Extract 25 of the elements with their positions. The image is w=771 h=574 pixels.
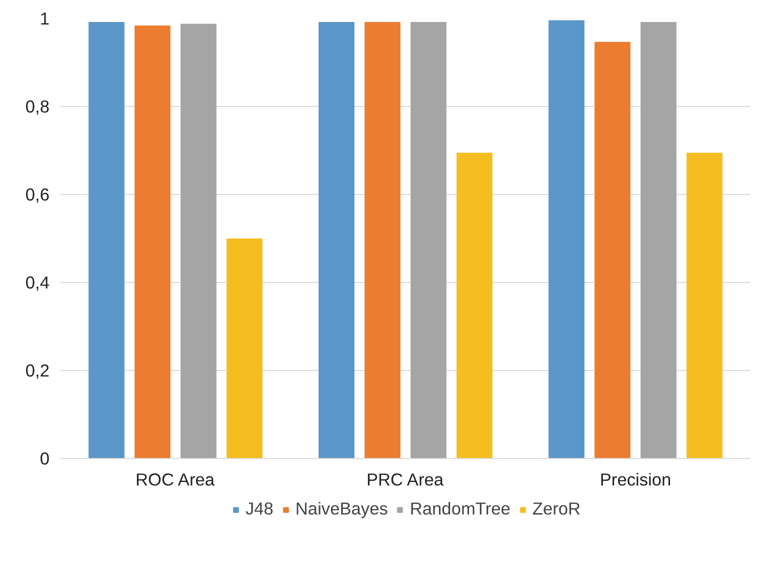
y-tick-label: 0,4 — [25, 272, 50, 292]
bar — [640, 22, 676, 458]
y-tick-label: 0,2 — [25, 360, 50, 380]
bar — [134, 26, 170, 458]
bar — [594, 42, 630, 458]
bar — [686, 152, 722, 458]
x-tick-label: ROC Area — [136, 470, 215, 490]
bar — [548, 20, 584, 458]
x-tick-label: PRC Area — [366, 470, 444, 490]
y-tick-label: 0,8 — [25, 96, 50, 116]
bar — [410, 22, 446, 458]
bar — [226, 238, 262, 458]
y-tick-label: 0,6 — [25, 184, 50, 204]
legend-label: RandomTree — [410, 498, 510, 520]
bar — [88, 22, 124, 458]
bar — [456, 152, 492, 458]
legend-label: ZeroR — [532, 498, 581, 520]
legend-label: J48 — [245, 498, 274, 520]
bar — [180, 24, 216, 458]
legend-label: NaiveBayes — [295, 498, 388, 520]
bar — [318, 22, 354, 458]
x-tick-label: Precision — [600, 470, 672, 490]
y-tick-label: 0 — [40, 448, 50, 468]
bar — [364, 22, 400, 458]
y-tick-label: 1 — [40, 8, 50, 28]
